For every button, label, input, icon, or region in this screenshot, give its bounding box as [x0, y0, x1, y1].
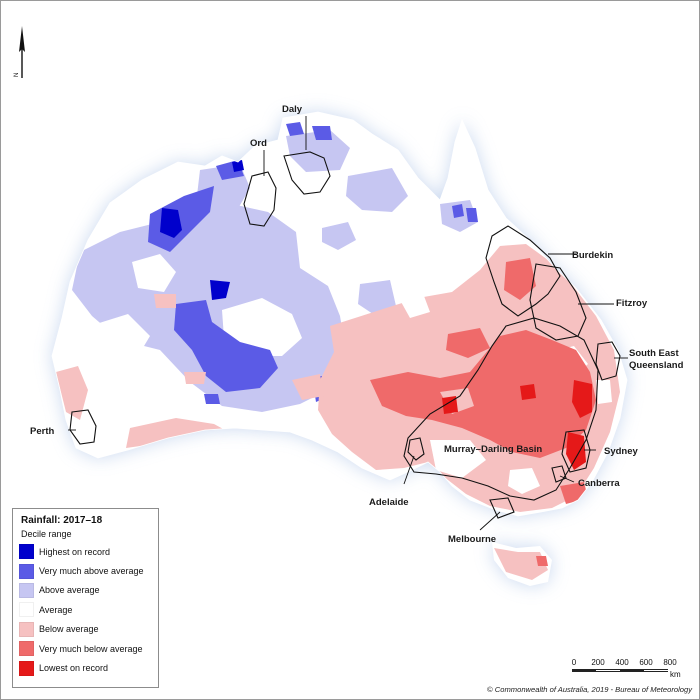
fitzroy-outline: [529, 263, 587, 341]
label-queensland: Queensland: [629, 360, 684, 371]
adelaide-outline: [407, 437, 425, 461]
legend-swatch: [19, 621, 34, 637]
decile-shading: [56, 122, 620, 580]
legend-item: Very much below average: [19, 639, 152, 658]
scale-tick-400: 400: [615, 658, 629, 667]
label-adelaide: Adelaide: [369, 497, 409, 508]
legend-item: Average: [19, 600, 152, 619]
legend-label: Above average: [39, 585, 100, 596]
basin-outlines: [69, 151, 621, 519]
canberra-outline: [551, 465, 567, 483]
legend-swatch: [19, 582, 34, 598]
melbourne-outline: [489, 497, 515, 519]
legend-label: Very much above average: [39, 566, 144, 577]
legend-item: Highest on record: [19, 542, 152, 561]
scale-unit: km: [670, 670, 681, 679]
legend-label: Highest on record: [39, 546, 111, 557]
label-burdekin: Burdekin: [572, 250, 613, 261]
label-ord: Ord: [250, 138, 267, 149]
legend-swatch: [19, 641, 34, 657]
north-arrow-icon: N: [14, 26, 25, 78]
legend: Rainfall: 2017–18 Decile range Highest o…: [12, 508, 159, 688]
legend-label: Lowest on record: [39, 663, 109, 674]
legend-label: Below average: [39, 624, 99, 635]
scale-tick-0: 0: [571, 658, 577, 667]
ord-outline: [243, 171, 277, 227]
legend-item: Below average: [19, 620, 152, 639]
legend-item: Above average: [19, 581, 152, 600]
burdekin-outline: [485, 225, 561, 317]
coastline: [51, 111, 628, 517]
daly-outline: [283, 151, 331, 195]
murray-darling-basin-outline: [403, 317, 599, 501]
seq-outline: [595, 341, 621, 381]
label-melbourne: Melbourne: [448, 534, 496, 545]
legend-label: Average: [39, 604, 73, 615]
label-canberra: Canberra: [578, 478, 620, 489]
scale-tick-200: 200: [591, 658, 605, 667]
legend-swatch: [19, 602, 34, 618]
label-south-east: South East: [629, 348, 679, 359]
legend-subtitle: Decile range: [21, 529, 72, 539]
label-sydney: Sydney: [604, 446, 639, 457]
legend-label: Very much below average: [39, 643, 143, 654]
scale-tick-800: 800: [663, 658, 677, 667]
label-daly: Daly: [282, 104, 303, 115]
legend-title: Rainfall: 2017–18: [21, 515, 103, 526]
legend-item: Very much above average: [19, 561, 152, 580]
place-labels: Daly Ord Burdekin Fitzroy South East Que…: [30, 104, 684, 545]
label-fitzroy: Fitzroy: [616, 298, 648, 309]
legend-item: Lowest on record: [19, 658, 152, 677]
north-label: N: [14, 73, 20, 77]
sydney-outline: [561, 429, 591, 473]
legend-swatch: [19, 660, 34, 676]
leader-lines: [68, 116, 628, 531]
legend-swatch: [19, 563, 34, 579]
scale-tick-600: 600: [639, 658, 653, 667]
copyright: © Commonwealth of Australia, 2019 - Bure…: [487, 685, 692, 694]
label-perth: Perth: [30, 426, 54, 437]
label-murray-darling-basin: Murray–Darling Basin: [444, 444, 542, 455]
scale-bar: 0 200 400 600 800 km: [572, 658, 692, 682]
legend-swatch: [19, 544, 34, 560]
